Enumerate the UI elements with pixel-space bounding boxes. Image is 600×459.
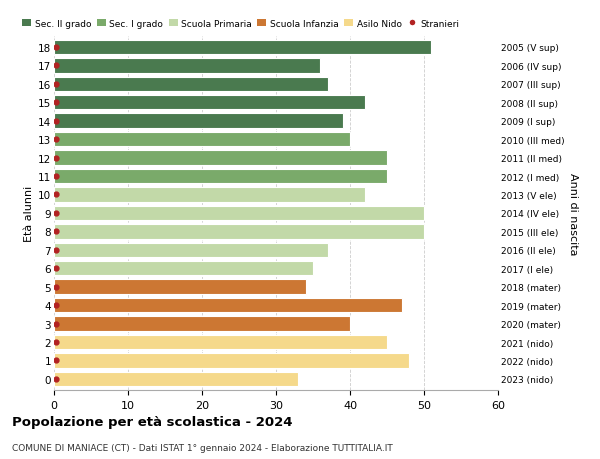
- Bar: [54, 188, 365, 202]
- Text: Popolazione per età scolastica - 2024: Popolazione per età scolastica - 2024: [12, 415, 293, 428]
- Bar: [54, 59, 320, 73]
- Bar: [54, 114, 343, 129]
- Bar: [54, 151, 387, 165]
- Bar: [54, 317, 350, 331]
- Y-axis label: Anni di nascita: Anni di nascita: [568, 172, 578, 255]
- Bar: [54, 372, 298, 386]
- Bar: [54, 206, 424, 221]
- Bar: [54, 298, 402, 313]
- Bar: [54, 169, 387, 184]
- Bar: [54, 40, 431, 55]
- Bar: [54, 280, 305, 294]
- Bar: [54, 133, 350, 147]
- Bar: [54, 335, 387, 349]
- Legend: Sec. II grado, Sec. I grado, Scuola Primaria, Scuola Infanzia, Asilo Nido, Stran: Sec. II grado, Sec. I grado, Scuola Prim…: [22, 20, 459, 28]
- Y-axis label: Età alunni: Età alunni: [24, 185, 34, 241]
- Bar: [54, 262, 313, 276]
- Bar: [54, 78, 328, 92]
- Bar: [54, 243, 328, 257]
- Text: COMUNE DI MANIACE (CT) - Dati ISTAT 1° gennaio 2024 - Elaborazione TUTTITALIA.IT: COMUNE DI MANIACE (CT) - Dati ISTAT 1° g…: [12, 443, 393, 452]
- Bar: [54, 353, 409, 368]
- Bar: [54, 96, 365, 110]
- Bar: [54, 224, 424, 239]
